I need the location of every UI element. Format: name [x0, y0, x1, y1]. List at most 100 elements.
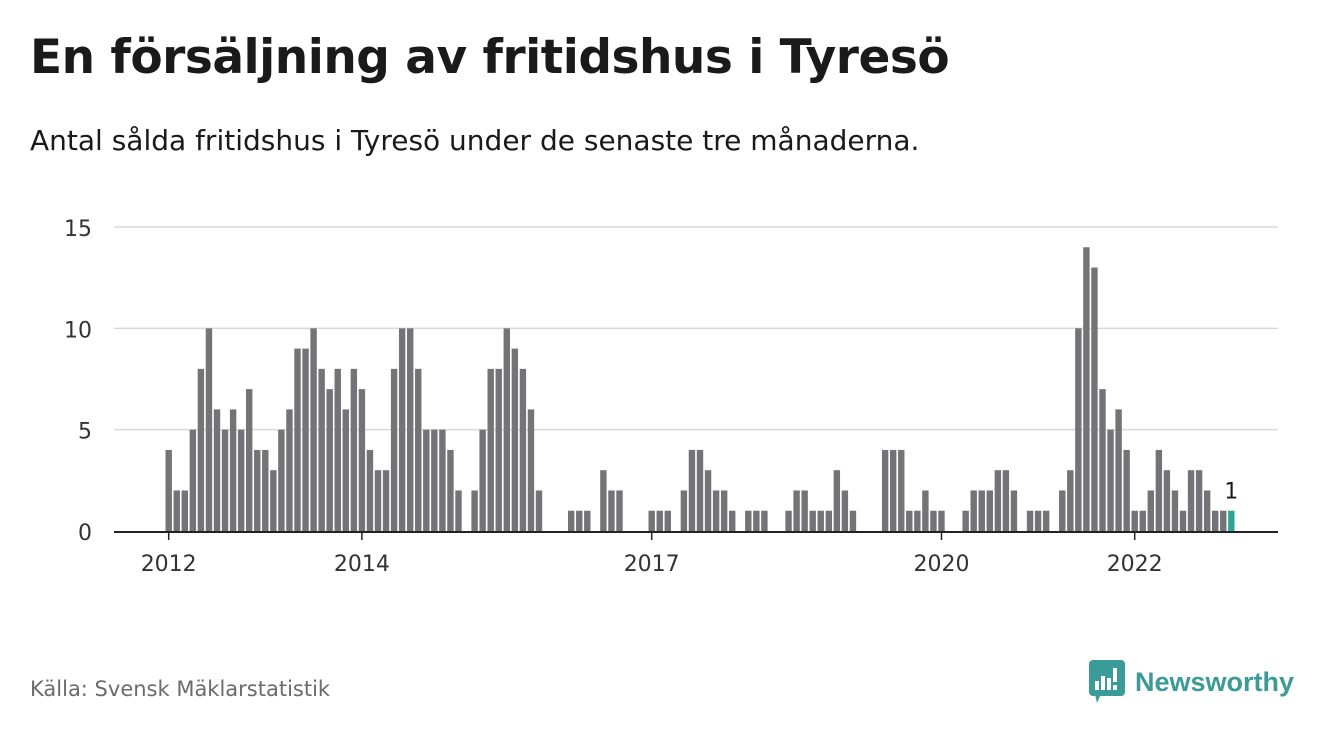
bar [415, 368, 422, 531]
bar [246, 389, 253, 531]
bar [326, 389, 333, 531]
bar [688, 449, 696, 531]
x-tick-label: 2022 [1107, 552, 1163, 577]
bar [1107, 429, 1114, 531]
bar [318, 368, 325, 531]
bar [1163, 470, 1171, 531]
bar [930, 510, 937, 531]
bar [165, 449, 172, 531]
bar [753, 510, 760, 531]
newsworthy-logo: Newsworthy [1089, 660, 1294, 704]
bar [366, 449, 374, 531]
bar [890, 449, 897, 531]
bar [1155, 449, 1163, 531]
bar [350, 368, 358, 531]
x-tick-label: 2020 [914, 552, 970, 577]
bar [286, 409, 293, 531]
bar [197, 368, 205, 531]
bar [1002, 470, 1010, 531]
bar [205, 328, 213, 531]
bar [849, 510, 857, 531]
bar [382, 470, 390, 531]
bar [511, 348, 519, 531]
bar [994, 470, 1002, 531]
bar [221, 429, 229, 531]
bar [986, 490, 993, 531]
bar [1123, 449, 1130, 531]
bar [881, 449, 889, 531]
bar [1075, 328, 1082, 531]
bar [833, 470, 841, 531]
bar [1026, 510, 1034, 531]
bar [527, 409, 535, 531]
bar [390, 368, 398, 531]
bar [809, 510, 816, 531]
bar [1195, 470, 1203, 531]
bar [785, 510, 792, 531]
bar [720, 490, 728, 531]
bar [1034, 510, 1042, 531]
bar [793, 490, 800, 531]
bar [1147, 490, 1154, 531]
bar [503, 328, 510, 531]
chart-subtitle: Antal sålda fritidshus i Tyresö under de… [30, 124, 920, 157]
bar [173, 490, 180, 531]
bar [213, 409, 221, 531]
x-tick-label: 2017 [624, 552, 680, 577]
bar [423, 429, 430, 531]
bar [696, 449, 704, 531]
bar [1220, 510, 1227, 531]
bar [745, 510, 752, 531]
bar [262, 449, 269, 531]
bar [229, 409, 237, 531]
bar [922, 490, 929, 531]
chart-title: En försäljning av fritidshus i Tyresö [30, 30, 950, 85]
bar [1131, 510, 1138, 531]
bar [841, 490, 849, 531]
bar-value-label: 1 [1224, 480, 1238, 505]
bar [914, 510, 921, 531]
y-tick-label: 0 [78, 521, 92, 546]
bar [600, 470, 607, 531]
bar [439, 429, 446, 531]
bar [342, 409, 349, 531]
bar [1010, 490, 1018, 531]
bar [568, 510, 575, 531]
bar [431, 429, 438, 531]
bar [471, 490, 478, 531]
bar [648, 510, 655, 531]
bar [1203, 490, 1211, 531]
bar [519, 368, 527, 531]
bar [1042, 510, 1050, 531]
bar [278, 429, 285, 531]
bar [664, 510, 671, 531]
bar [487, 368, 494, 531]
bar [189, 429, 197, 531]
bar [656, 510, 663, 531]
bar [181, 490, 188, 531]
bar [576, 510, 583, 531]
bar [906, 510, 913, 531]
brand-name: Newsworthy [1135, 666, 1295, 697]
bar [1179, 510, 1187, 531]
bar [1083, 247, 1090, 531]
bar [680, 490, 688, 531]
y-tick-label: 10 [64, 318, 92, 343]
bar [270, 470, 277, 531]
bar [898, 449, 905, 531]
bar-highlight [1228, 510, 1235, 531]
bar [584, 510, 591, 531]
bar [310, 328, 317, 531]
bar [938, 510, 945, 531]
bar [1099, 389, 1106, 531]
bar [616, 490, 623, 531]
y-tick-label: 15 [64, 217, 92, 242]
bar [801, 490, 808, 531]
x-tick-label: 2014 [334, 552, 390, 577]
bar [407, 328, 414, 531]
bar [1091, 267, 1098, 531]
bar [254, 449, 261, 531]
bar [374, 470, 382, 531]
bar [1115, 409, 1122, 531]
